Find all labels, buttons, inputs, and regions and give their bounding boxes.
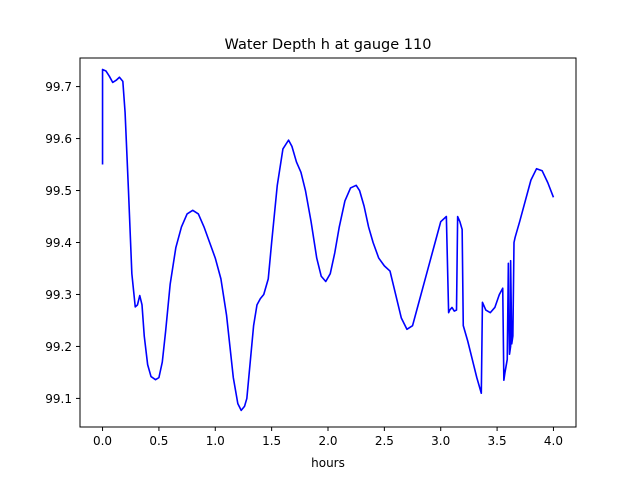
x-axis: 0.0 0.5 1.0 1.5 2.0 2.5 3.0 3.5 4.0 [93, 427, 563, 448]
x-tick-label: 0.0 [93, 434, 112, 448]
x-tick-label: 0.5 [149, 434, 168, 448]
y-tick-label: 99.5 [45, 184, 72, 198]
plot-area [79, 57, 577, 428]
y-tick-label: 99.6 [45, 132, 72, 146]
x-tick-label: 4.0 [544, 434, 563, 448]
series-line [101, 68, 555, 412]
x-tick-label: 3.5 [488, 434, 507, 448]
y-tick-label: 99.4 [45, 236, 72, 250]
y-tick-label: 99.2 [45, 340, 72, 354]
plot-frame [79, 57, 577, 428]
y-axis: 99.1 99.2 99.3 99.4 99.5 99.6 99.7 [45, 80, 80, 406]
x-tick-label: 2.0 [318, 434, 337, 448]
y-tick-label: 99.3 [45, 288, 72, 302]
y-tick-label: 99.7 [45, 80, 72, 94]
chart-title: Water Depth h at gauge 110 [225, 37, 432, 53]
y-tick-label: 99.1 [45, 392, 72, 406]
x-axis-label: hours [311, 456, 345, 470]
x-tick-label: 3.0 [431, 434, 450, 448]
x-tick-label: 1.5 [262, 434, 281, 448]
x-tick-label: 1.0 [206, 434, 225, 448]
x-tick-label: 2.5 [375, 434, 394, 448]
